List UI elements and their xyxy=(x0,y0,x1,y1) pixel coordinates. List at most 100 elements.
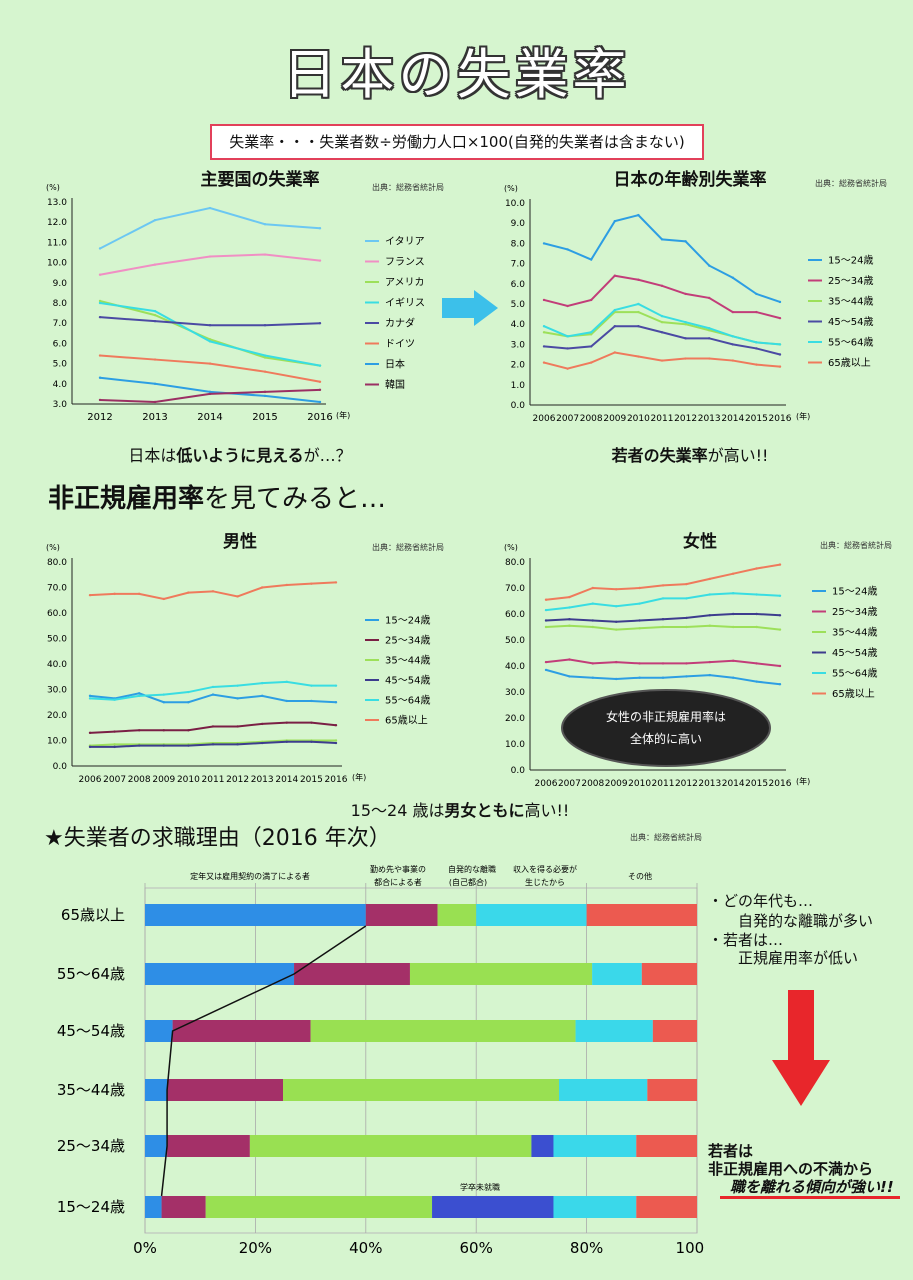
bar-segment xyxy=(205,1196,433,1218)
legend-entry: 35～44歳 xyxy=(385,655,430,667)
data-point xyxy=(637,278,640,281)
y-tick-label: 5.0 xyxy=(511,300,526,310)
data-point xyxy=(153,218,157,222)
section-heading: 非正規雇用率を見てみると… xyxy=(48,478,386,515)
y-tick-label: 30.0 xyxy=(47,686,67,696)
data-point xyxy=(615,660,618,664)
data-point xyxy=(318,400,322,404)
y-unit-label: (%) xyxy=(504,184,518,193)
x-tick-label: 60% xyxy=(460,1239,493,1257)
bar-segment xyxy=(172,1020,311,1042)
data-point xyxy=(731,343,734,346)
data-point xyxy=(685,625,688,629)
bar-segment xyxy=(437,904,477,926)
down-arrow-icon xyxy=(772,990,830,1106)
data-point xyxy=(211,725,215,728)
bar-segment xyxy=(365,904,438,926)
data-point xyxy=(613,308,616,312)
x-tick-label: 2016 xyxy=(325,775,348,785)
data-point xyxy=(208,324,212,327)
x-tick-label: 20% xyxy=(239,1239,272,1257)
data-point xyxy=(778,628,782,631)
data-point xyxy=(708,614,711,617)
female-source: 出典：総務省統計局 xyxy=(820,541,892,550)
data-point xyxy=(261,694,264,698)
series-line-0 xyxy=(543,214,781,303)
data-point xyxy=(590,333,593,336)
female-chart-title: 女性 xyxy=(683,532,717,552)
right-arrow-icon xyxy=(442,290,498,326)
legend-entry: 65歳以上 xyxy=(828,357,871,369)
data-point xyxy=(261,681,264,685)
data-point xyxy=(755,680,758,683)
data-point xyxy=(208,340,212,343)
data-point xyxy=(187,701,190,704)
data-point xyxy=(568,675,571,678)
definition-box: 失業率・・・失業者数÷労働力人口×100(自発的失業者は含まない) xyxy=(210,124,704,160)
data-point xyxy=(98,398,102,402)
data-point xyxy=(138,692,141,695)
data-point xyxy=(637,310,640,314)
bar-segment xyxy=(145,1196,162,1218)
legend-entry: フランス xyxy=(385,256,425,268)
y-tick-label: 0.0 xyxy=(511,401,526,411)
legend-entry: 韓国 xyxy=(385,379,405,391)
data-point xyxy=(285,583,288,587)
data-point xyxy=(708,264,711,267)
series-line-3 xyxy=(99,302,321,367)
data-point xyxy=(88,731,92,735)
data-point xyxy=(660,284,664,288)
bar-segment xyxy=(531,1135,554,1157)
data-point xyxy=(261,722,264,726)
data-point xyxy=(637,302,640,306)
data-point xyxy=(263,390,267,394)
x-tick-label: 2016 xyxy=(307,412,332,423)
female-nonregular-chart: (%) 0.0 10.0 20.0 30.0 40.0 50.0 60.0 70.0 80.0 20… xyxy=(504,543,877,788)
page-title: 日本の失業率 xyxy=(282,43,631,106)
data-point xyxy=(708,329,711,332)
y-unit-label: (%) xyxy=(46,543,60,552)
data-point xyxy=(637,325,640,328)
series-line-1 xyxy=(89,721,337,734)
data-point xyxy=(310,684,313,687)
data-point xyxy=(88,593,92,597)
data-point xyxy=(263,324,267,327)
series-line-1 xyxy=(543,274,781,320)
data-point xyxy=(261,741,264,745)
legend-entry: 35～44歳 xyxy=(828,296,873,308)
data-point xyxy=(566,248,569,251)
data-point xyxy=(731,276,734,279)
data-point xyxy=(660,320,664,324)
data-point xyxy=(660,238,664,241)
data-point xyxy=(261,586,264,589)
x-unit-label: (年) xyxy=(336,410,350,420)
x-tick-label: 100% xyxy=(676,1239,705,1257)
bar-segment xyxy=(553,1196,637,1218)
data-point xyxy=(684,292,687,296)
x-tick-label: 2013 xyxy=(251,775,274,785)
x-tick-label: 2012 xyxy=(226,775,249,785)
y-tick-label: 10.0 xyxy=(47,259,67,269)
gender-caption-pre: 15～24 歳は xyxy=(350,801,445,820)
x-tick-label: 2011 xyxy=(202,775,225,785)
y-tick-label: 50.0 xyxy=(47,635,67,645)
male-nonregular-chart: (%) 0.0 10.0 20.0 30.0 40.0 50.0 60.0 70.0 80.0 20… xyxy=(46,543,430,785)
data-point xyxy=(568,658,571,661)
legend-entry: イギリス xyxy=(385,297,425,309)
series-line-0 xyxy=(99,207,321,250)
data-point xyxy=(263,223,267,226)
data-point xyxy=(542,331,546,334)
data-point xyxy=(263,394,267,398)
data-point xyxy=(98,301,102,305)
data-point xyxy=(318,380,322,383)
y-tick-label: 0.0 xyxy=(53,762,68,772)
data-point xyxy=(708,327,711,330)
data-point xyxy=(153,358,157,361)
data-point xyxy=(708,577,711,581)
data-point xyxy=(153,400,157,404)
data-point xyxy=(88,697,92,700)
legend-entry: 25～34歳 xyxy=(828,275,873,287)
male-chart-title: 男性 xyxy=(223,532,257,552)
legend-entry: カナダ xyxy=(385,317,415,330)
age-caption-post: が高い!! xyxy=(707,446,769,465)
